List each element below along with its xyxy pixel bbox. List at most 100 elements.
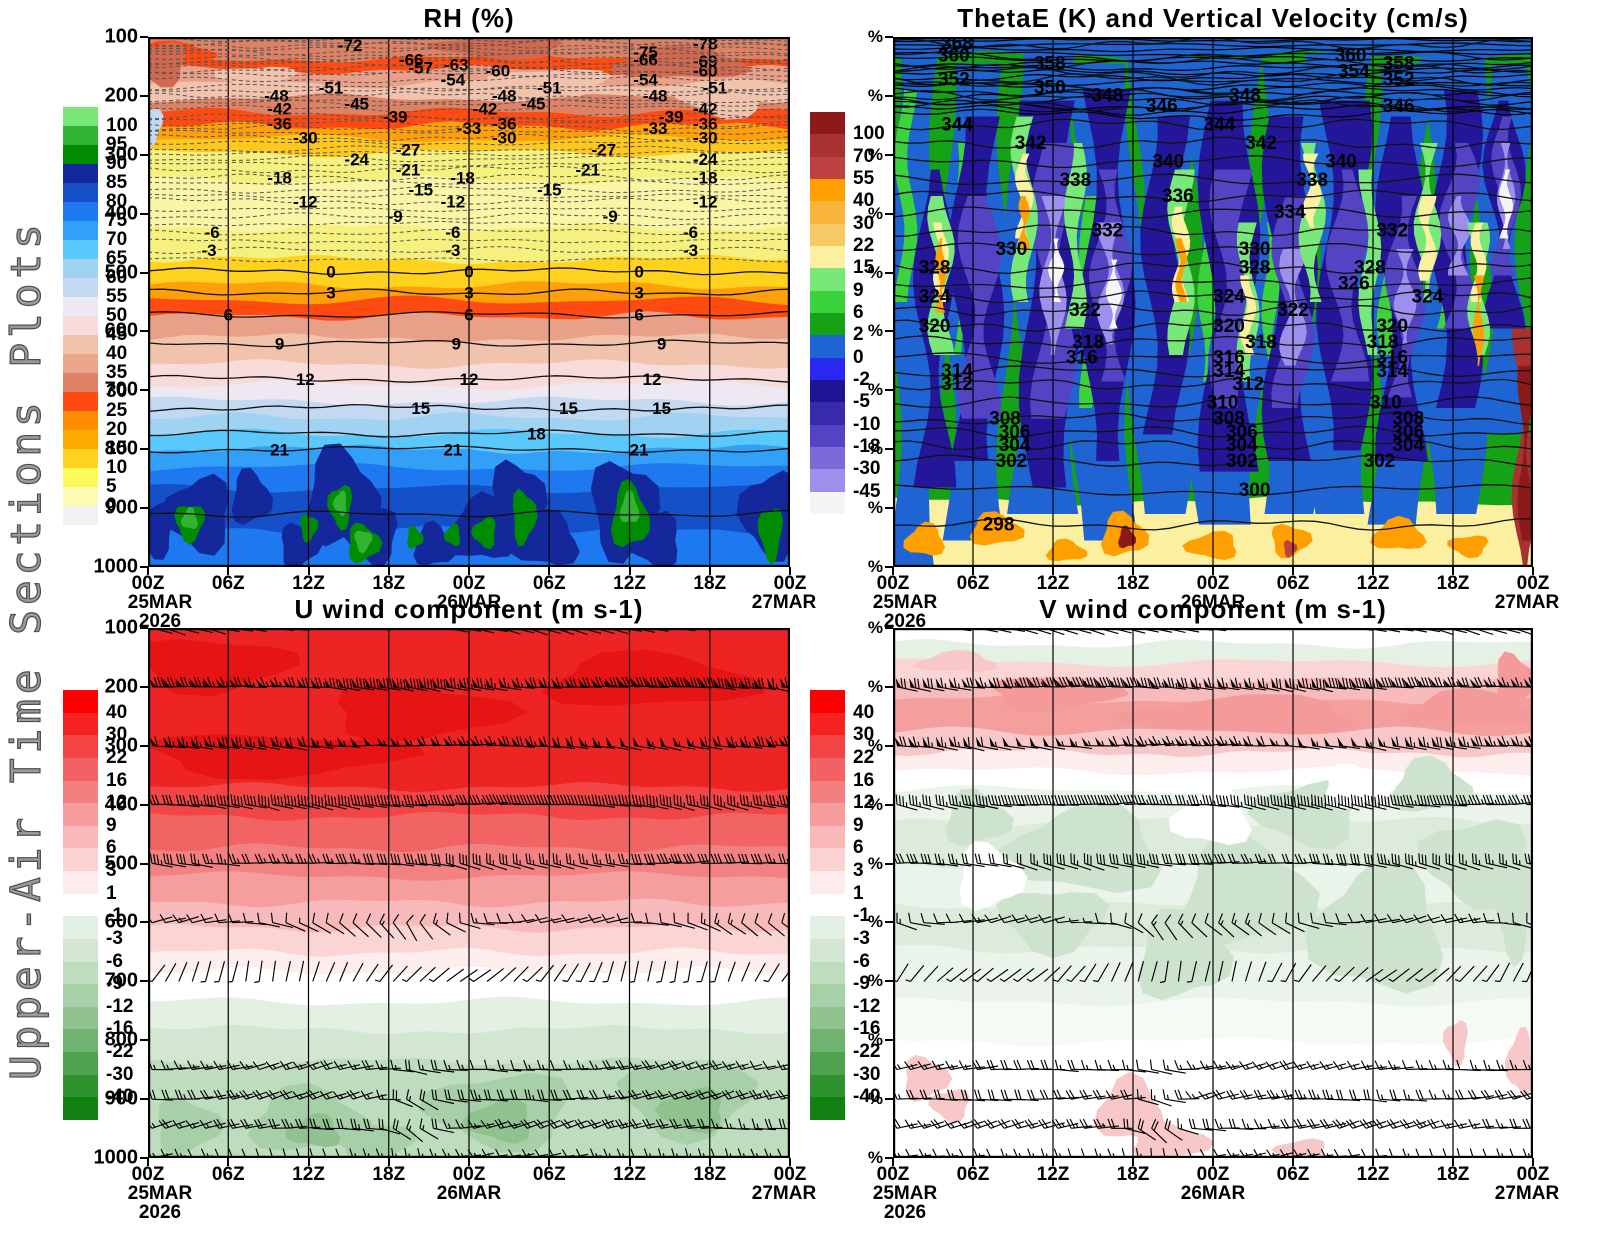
v-colorbar-label: -40	[853, 1086, 881, 1108]
svg-text:-6: -6	[205, 223, 220, 242]
u-colorbar-segment	[63, 1074, 98, 1098]
rh-colorbar-segment	[63, 164, 98, 183]
rh-colorbar-segment	[63, 240, 98, 259]
rh-y-tick	[140, 271, 148, 274]
svg-text:328: 328	[919, 258, 951, 279]
u-y-tick	[140, 744, 148, 747]
v-colorbar-segment	[810, 961, 845, 985]
v-colorbar-label: 40	[853, 701, 875, 723]
rh-colorbar-label: 0	[106, 495, 117, 516]
svg-text:328: 328	[1354, 258, 1386, 279]
rh-colorbar-segment	[63, 392, 98, 411]
u-colorbar-segment	[63, 1052, 98, 1075]
rh-x-tick	[789, 567, 791, 575]
v-colorbar-segment	[810, 803, 845, 826]
svg-text:346: 346	[1383, 96, 1415, 117]
thetae-colorbar-label: 0	[853, 346, 864, 368]
u-y-tick-label: 400	[104, 793, 138, 816]
v-y-tick	[885, 685, 893, 688]
thetae-x-tick-label: 00Z	[876, 573, 910, 594]
u-x-tick	[628, 1158, 631, 1166]
svg-text:-30: -30	[492, 129, 517, 148]
svg-text:342: 342	[1245, 133, 1277, 154]
svg-text:368: 368	[941, 37, 973, 54]
v-y-tick	[885, 1039, 893, 1042]
rh-colorbar-label: 45	[106, 324, 128, 345]
svg-text:-48: -48	[643, 86, 668, 105]
svg-text:308: 308	[1392, 409, 1424, 430]
thetae-y-tick	[885, 448, 893, 451]
u-colorbar-label: 6	[106, 837, 117, 859]
rh-x-tick-label: 00Z	[452, 573, 486, 594]
thetae-x-tick	[1452, 567, 1454, 575]
u-colorbar-segment	[63, 916, 98, 939]
v-colorbar-segment	[810, 712, 845, 736]
v-colorbar-segment	[810, 1097, 845, 1120]
svg-text:342: 342	[1015, 133, 1047, 154]
svg-text:-42: -42	[473, 100, 498, 119]
rh-x-tick	[548, 567, 551, 575]
rh-x-date-label: 25MAR	[127, 592, 193, 613]
thetae-colorbar-segment	[810, 223, 845, 246]
svg-text:316: 316	[1066, 348, 1098, 369]
svg-text:-3: -3	[201, 241, 216, 260]
svg-text:302: 302	[996, 451, 1028, 472]
rh-plot-svg: -78-75-72-69-66 -66-63 -60 -60-57-54 -54-51-…	[148, 37, 790, 567]
v-colorbar-segment	[810, 735, 845, 758]
thetae-x-tick	[1212, 567, 1214, 575]
rh-colorbar-label: 65	[106, 248, 128, 269]
u-title: U wind component (m s-1)	[294, 594, 644, 624]
u-x-tick	[708, 1158, 711, 1166]
svg-text:304: 304	[1392, 435, 1424, 456]
u-x-tick-label: 18Z	[372, 1164, 406, 1185]
v-x-tick-label: 18Z	[1116, 1164, 1150, 1185]
svg-text:-6: -6	[445, 223, 460, 242]
v-x-tick	[972, 1158, 974, 1166]
svg-text:-18: -18	[693, 169, 718, 188]
u-x-tick	[548, 1158, 551, 1166]
u-y-tick	[140, 803, 148, 806]
svg-text:-9: -9	[388, 207, 403, 226]
v-colorbar-label: 16	[853, 769, 875, 791]
svg-text:360: 360	[938, 46, 970, 67]
thetae-y-tick-label: %	[867, 380, 883, 400]
svg-text:-39: -39	[659, 108, 684, 127]
u-y-tick-label: 500	[104, 852, 138, 875]
u-colorbar-label: -1	[106, 905, 123, 927]
v-y-tick	[885, 803, 893, 806]
u-x-tick-label: 06Z	[211, 1164, 245, 1185]
v-y-tick-label: %	[867, 735, 883, 755]
svg-text:-15: -15	[409, 181, 434, 200]
v-y-tick	[885, 627, 893, 629]
thetae-x-tick	[1132, 567, 1134, 575]
svg-text:346: 346	[1146, 96, 1178, 117]
thetae-colorbar-label: 40	[853, 190, 875, 212]
u-colorbar-label: 12	[106, 792, 128, 814]
v-x-date-label: 26MAR	[1180, 1183, 1246, 1204]
thetae-colorbar-segment	[810, 402, 845, 425]
svg-text:326: 326	[1338, 274, 1370, 295]
svg-text:-69: -69	[693, 52, 718, 71]
svg-text:314: 314	[1213, 361, 1245, 382]
svg-text:-51: -51	[319, 78, 344, 97]
u-colorbar-segment	[63, 938, 98, 962]
thetae-colorbar	[810, 112, 845, 514]
v-y-tick-label: %	[867, 794, 883, 814]
thetae-x-tick	[972, 567, 974, 575]
v-colorbar-segment	[810, 780, 845, 804]
rh-colorbar-label: 55	[106, 286, 128, 307]
v-y-tick-label: %	[867, 853, 883, 873]
thetae-x-tick-label: 06Z	[1276, 573, 1310, 594]
svg-text:340: 340	[1152, 152, 1184, 173]
v-colorbar-label: -22	[853, 1041, 881, 1063]
v-x-tick	[1052, 1158, 1054, 1166]
rh-colorbar-label: 35	[106, 362, 128, 383]
rh-colorbar-label: 95	[106, 134, 128, 155]
thetae-colorbar-segment	[810, 134, 845, 157]
rh-y-tick	[140, 330, 148, 333]
v-y-tick	[885, 921, 893, 924]
rh-colorbar-label: 15	[106, 438, 128, 459]
svg-text:352: 352	[1383, 69, 1415, 90]
svg-text:3: 3	[326, 284, 335, 303]
svg-text:332: 332	[1376, 220, 1408, 241]
